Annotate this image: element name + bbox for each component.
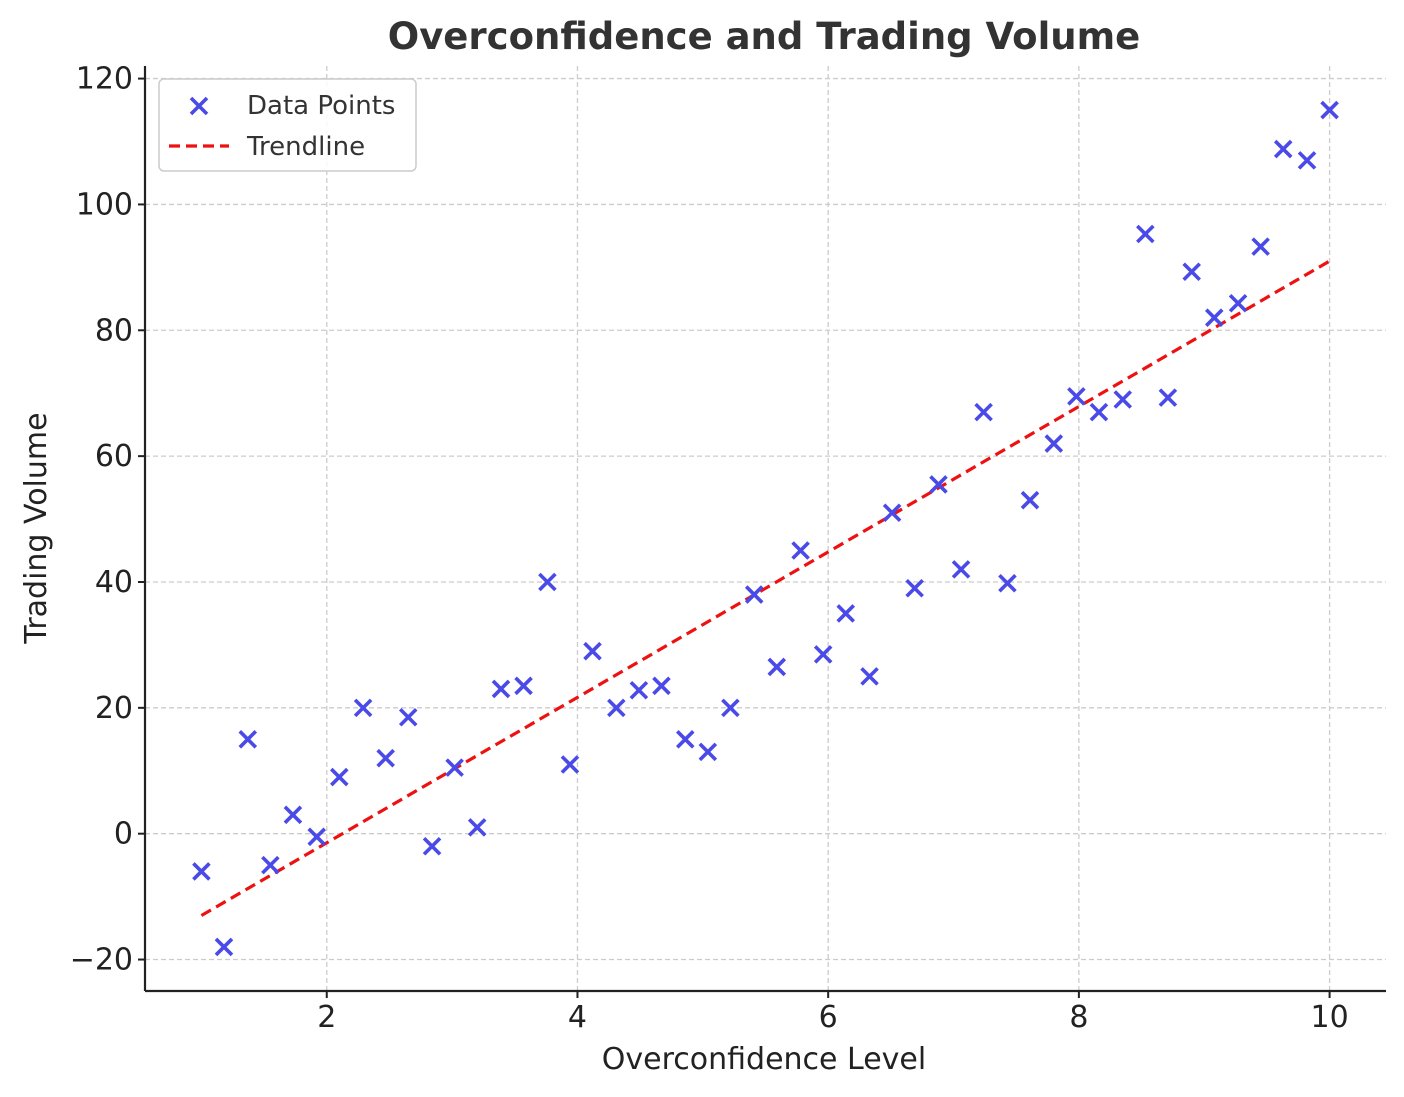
data-point bbox=[353, 698, 373, 718]
data-point bbox=[721, 698, 740, 718]
legend: Data Points Trendline bbox=[158, 78, 417, 172]
data-point bbox=[860, 667, 879, 686]
data-point bbox=[1158, 388, 1178, 407]
legend-label-trendline: Trendline bbox=[246, 132, 365, 162]
data-point bbox=[192, 862, 211, 881]
y-tick-label: 0 bbox=[114, 817, 133, 852]
y-grid bbox=[145, 77, 1386, 961]
y-tick-label: −20 bbox=[70, 943, 133, 978]
data-point bbox=[514, 676, 533, 696]
data-point bbox=[376, 748, 395, 768]
data-point bbox=[307, 827, 327, 847]
data-point bbox=[583, 641, 602, 661]
data-point bbox=[1067, 387, 1086, 406]
data-point bbox=[283, 805, 303, 825]
y-tick-label: 80 bbox=[95, 313, 133, 348]
data-point bbox=[1251, 237, 1270, 256]
data-point bbox=[1136, 224, 1155, 244]
data-point bbox=[998, 573, 1017, 593]
data-point bbox=[467, 818, 487, 837]
y-axis-label: Trading Volume bbox=[19, 412, 54, 644]
x-axis-ticks: 2 4 6 8 10 bbox=[317, 991, 1349, 1035]
data-point bbox=[330, 767, 349, 787]
data-point bbox=[238, 730, 258, 749]
data-point bbox=[1089, 402, 1109, 422]
data-point bbox=[560, 755, 580, 774]
data-point bbox=[951, 560, 971, 579]
x-tick-label: 10 bbox=[1310, 1000, 1348, 1035]
y-tick-label: 60 bbox=[95, 439, 133, 474]
data-point bbox=[607, 698, 626, 718]
data-point bbox=[698, 742, 718, 762]
data-point bbox=[1044, 434, 1064, 453]
data-point bbox=[767, 657, 787, 677]
data-point bbox=[1320, 100, 1339, 120]
data-point bbox=[214, 937, 234, 957]
data-point bbox=[422, 836, 442, 856]
data-point bbox=[1297, 151, 1317, 170]
data-point bbox=[744, 585, 764, 604]
trendline bbox=[200, 259, 1331, 917]
legend-box bbox=[158, 78, 417, 172]
data-point bbox=[882, 503, 902, 523]
y-tick-label: 20 bbox=[95, 691, 133, 726]
data-point bbox=[813, 645, 833, 664]
x-tick-label: 2 bbox=[317, 1000, 336, 1035]
y-tick-label: 40 bbox=[95, 565, 133, 600]
x-grid bbox=[326, 66, 1331, 991]
x-tick-label: 8 bbox=[1069, 1000, 1088, 1035]
data-point bbox=[261, 855, 280, 875]
data-point bbox=[676, 730, 695, 749]
x-axis-label: Overconfidence Level bbox=[602, 1042, 926, 1077]
data-point bbox=[791, 541, 810, 560]
data-point bbox=[538, 572, 557, 592]
data-point bbox=[1020, 490, 1040, 510]
chart-title: Overconfidence and Trading Volume bbox=[388, 15, 1141, 58]
data-point bbox=[974, 402, 993, 422]
y-axis-ticks: −20 0 20 40 60 80 100 120 bbox=[70, 62, 145, 978]
data-point bbox=[1113, 390, 1133, 409]
data-point bbox=[1182, 262, 1201, 282]
trendline-segment bbox=[200, 259, 1331, 917]
data-point bbox=[1273, 139, 1293, 159]
data-point bbox=[652, 676, 671, 696]
data-points bbox=[192, 100, 1339, 957]
legend-marker-data-points bbox=[189, 96, 209, 116]
x-tick-label: 6 bbox=[819, 1000, 838, 1035]
data-point bbox=[491, 679, 511, 699]
legend-label-data-points: Data Points bbox=[247, 91, 395, 121]
data-point bbox=[445, 758, 464, 777]
data-point bbox=[836, 604, 855, 623]
data-point bbox=[1228, 293, 1248, 313]
data-point bbox=[905, 579, 924, 598]
data-point bbox=[929, 475, 948, 494]
x-tick-label: 4 bbox=[568, 1000, 587, 1035]
data-point bbox=[629, 680, 649, 700]
data-point bbox=[1204, 308, 1224, 327]
y-tick-label: 100 bbox=[76, 187, 133, 222]
data-point bbox=[398, 708, 418, 727]
y-tick-label: 120 bbox=[76, 62, 133, 97]
